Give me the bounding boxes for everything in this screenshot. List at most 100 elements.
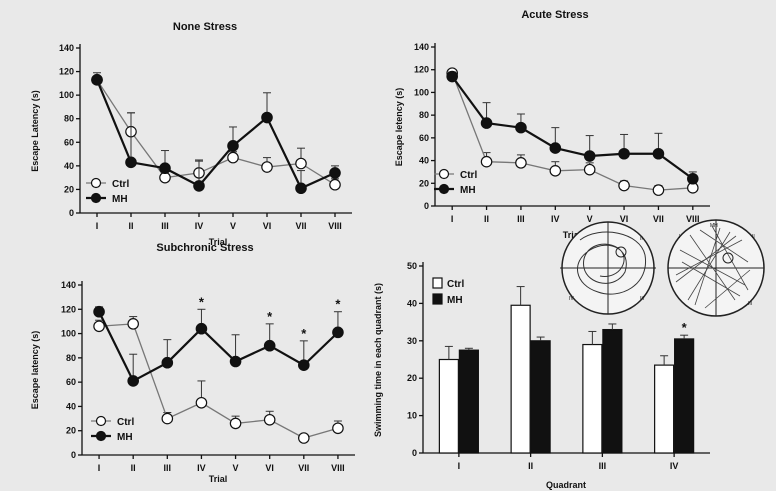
x-tick-label: VIII [331,463,345,473]
data-point [261,111,273,124]
x-tick-label: II [128,221,133,231]
platform-right [722,252,734,264]
data-point [93,320,105,333]
data-point [195,322,208,335]
x-tick-label: II [528,461,533,471]
series-line [98,311,339,383]
y-tick-label: 20 [407,373,417,383]
data-point [298,359,310,371]
x-axis-label: Trial [563,230,582,240]
legend-marker [90,177,102,189]
series-mh [91,72,341,195]
chart-title: Acute Stress [521,9,588,21]
series-mh [446,70,699,185]
data-point [652,184,665,196]
data-point [549,164,562,177]
series-mh [458,323,695,454]
data-point [193,180,205,192]
x-tick-label: III [164,463,172,473]
y-tick-label: 20 [66,426,76,436]
legend-label: Ctrl [117,417,134,428]
y-tick-label: 0 [424,201,429,211]
legend-label: MH [112,194,128,205]
bar [530,340,551,454]
legend-label: Ctrl [447,279,464,290]
y-axis-label: Escape Latency (s) [30,90,40,172]
x-tick-label: VI [265,463,274,473]
data-point [263,413,276,426]
y-tick-label: 100 [414,87,429,97]
y-tick-label: 120 [59,67,74,77]
x-tick-label: I [96,221,99,231]
x-tick-label: VIII [328,221,342,231]
x-tick-label: IV [551,214,560,224]
data-point [332,422,344,435]
y-tick-label: 120 [414,65,429,75]
x-tick-label: I [458,461,461,471]
data-point [329,167,341,179]
legend-swatch [432,293,443,305]
legend-label: Ctrl [460,170,477,181]
x-tick-label: IV [197,463,206,473]
x-tick-label: V [587,214,593,224]
legend-label: Ctrl [112,179,129,190]
data-point [583,150,596,162]
bar [654,364,675,454]
significance-marker: * [267,309,273,324]
data-point [93,305,105,318]
significance-marker: * [682,320,688,335]
y-tick-label: 40 [419,156,429,166]
series-ctrl [93,316,344,444]
data-point [127,318,139,330]
data-point [227,140,239,152]
legend-swatch [432,277,443,289]
y-tick-label: 30 [407,336,417,346]
y-tick-label: 10 [407,411,417,421]
legend-marker [438,183,450,195]
x-tick-label: IV [670,461,679,471]
x-tick-label: IV [195,221,204,231]
y-tick-label: 20 [64,184,74,194]
quadrant-label-ii-left: II [640,236,643,242]
y-axis-label: Swimming time in each quadrant (s) [373,283,383,437]
y-tick-label: 120 [61,304,76,314]
data-point [549,142,562,154]
legend-marker [90,192,102,204]
x-axis-label: Trial [209,237,228,247]
legend-marker [95,415,107,427]
x-tick-label: V [230,221,236,231]
data-point [687,172,699,185]
x-tick-label: VI [263,221,272,231]
legend-label: MH [447,295,463,306]
track-maps: II III IV I MH II III [560,219,765,317]
quadrant-label-i-right: I [679,234,680,240]
track-map-left: II III IV [560,221,656,315]
legend-marker [438,168,450,180]
y-tick-label: 100 [59,90,74,100]
x-tick-label: VIII [686,214,700,224]
y-tick-label: 50 [407,261,417,271]
x-tick-label: VII [295,221,306,231]
significance-marker: * [335,297,341,312]
data-point [159,162,171,175]
data-point [298,432,310,444]
bar [438,358,459,454]
data-point [295,182,307,195]
y-tick-label: 140 [414,42,429,52]
data-point [480,155,493,168]
quadrant-label-iii-left: III [640,296,644,302]
data-point [515,157,527,169]
data-point [618,147,630,160]
data-point [229,355,242,368]
x-tick-label: I [98,463,101,473]
data-point [91,74,103,86]
swim-path-left [577,231,646,295]
quadrant-label-iv-left: IV [569,296,574,302]
data-point [332,326,344,339]
y-tick-label: 40 [66,401,76,411]
data-point [446,70,458,83]
